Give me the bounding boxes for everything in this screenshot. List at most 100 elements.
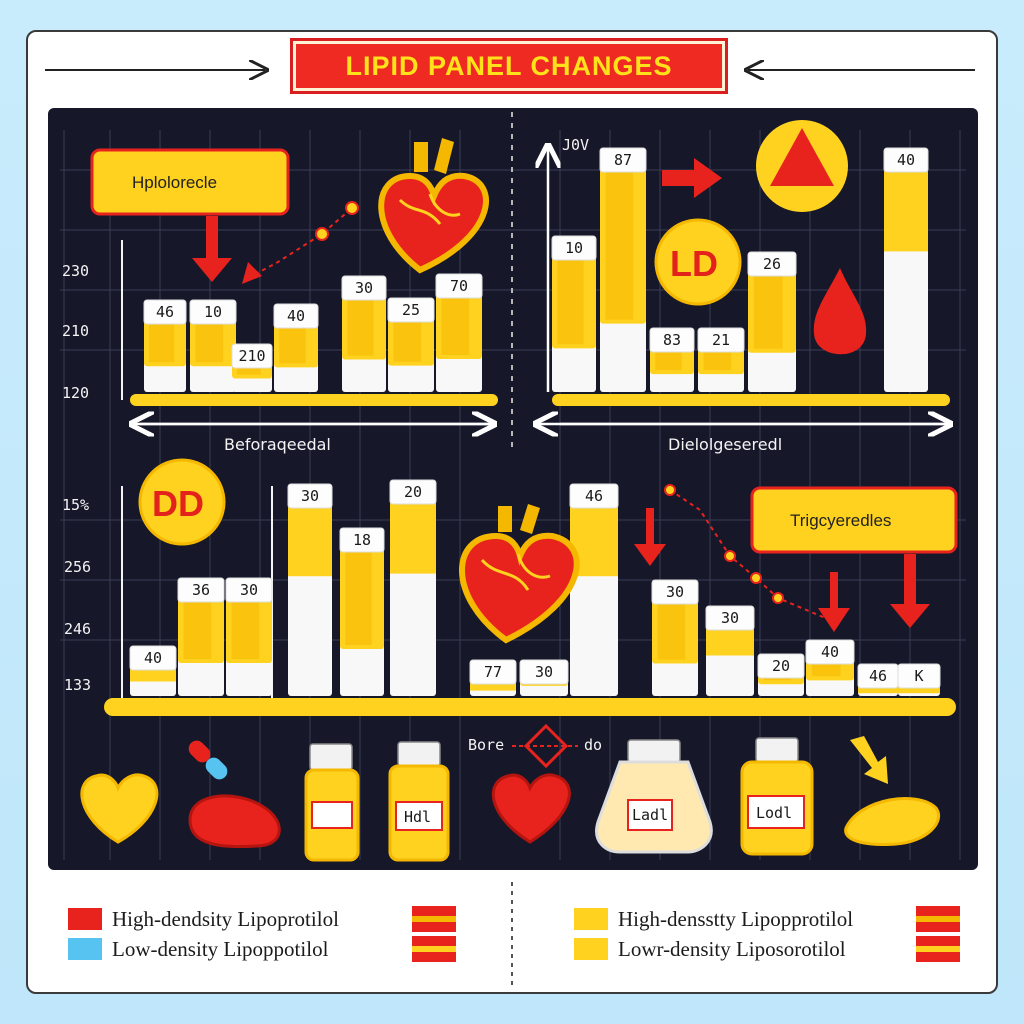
bar-cap — [225, 577, 273, 603]
bar: 20 — [389, 479, 437, 696]
tick-label: 120 — [62, 384, 89, 402]
dd-badge — [138, 458, 226, 546]
bar-cap — [231, 343, 273, 369]
bar: K — [897, 663, 941, 696]
bottle-label: Hdl — [404, 808, 431, 826]
bar-value-label: 40 — [144, 649, 162, 667]
bar-value-label: 83 — [663, 331, 681, 349]
legend-label: High-dendsity Lipoprotilol — [112, 907, 339, 931]
bar: 40 — [273, 303, 319, 392]
medicine-bottle — [304, 743, 360, 862]
heart-icon — [491, 773, 571, 844]
legend-swatch — [574, 908, 608, 930]
bar-value-label: 10 — [565, 239, 583, 257]
liver-icon — [188, 794, 281, 849]
right-arrow-icon — [662, 158, 722, 198]
bar-value-label: 30 — [355, 279, 373, 297]
x-axis-title: Dielolgeseredl — [668, 435, 782, 454]
bar-value-label: 40 — [821, 643, 839, 661]
bar-value-label: 20 — [772, 657, 790, 675]
legend-swatch — [916, 916, 960, 922]
x-axis-title: Beforaqeedal — [224, 435, 331, 454]
bar: 20 — [757, 653, 805, 696]
trend-dot — [772, 592, 784, 604]
legend-swatch — [68, 938, 102, 960]
bar-cap — [697, 327, 745, 353]
callout-label: Trigcyeredles — [790, 511, 891, 530]
down-right-arrow-icon — [850, 736, 888, 784]
bar-cap — [649, 327, 695, 353]
bar: 40 — [805, 639, 855, 696]
bar-value-label: 87 — [614, 151, 632, 169]
bottle-label: Lodl — [756, 804, 792, 822]
bar-value-label: 20 — [404, 483, 422, 501]
baseline-bar — [552, 394, 950, 406]
tick-label: 246 — [64, 620, 91, 638]
icon-row: Hdl Bore do Ladl Lodl — [80, 723, 940, 862]
bar-cap — [747, 251, 797, 277]
bar: 30 — [287, 483, 333, 696]
bar: 83 — [649, 327, 695, 392]
chart-top-left: 230 210 120 46 10 210 40 30 25 70 Beforaqeedal… — [62, 138, 498, 454]
warning-triangle-icon — [770, 128, 834, 186]
bar: 210 — [231, 343, 273, 392]
bar-value-label: 70 — [450, 277, 468, 295]
bar-cap — [435, 273, 483, 299]
down-arrow-icon — [890, 554, 930, 628]
medicine-bottle-hdl: Hdl — [388, 741, 450, 862]
tick-label: 133 — [64, 676, 91, 694]
down-arrow-icon — [192, 216, 232, 282]
heart-icon — [80, 773, 159, 844]
pill-icon — [188, 740, 228, 780]
bar: 40 — [883, 147, 929, 392]
bar-value-label: 40 — [287, 307, 305, 325]
down-arrow-icon — [634, 508, 666, 566]
heart-organ-icon — [459, 504, 580, 644]
legend-swatch — [574, 938, 608, 960]
bar: 30 — [705, 605, 755, 696]
bar: 30 — [225, 577, 273, 696]
page-title: LIPID PANEL CHANGES — [345, 50, 673, 81]
bar-value-label: 30 — [721, 609, 739, 627]
bar-value-label: 46 — [869, 667, 887, 685]
bar: 25 — [387, 297, 435, 392]
bar-cap — [805, 639, 855, 665]
bar-value-label: 46 — [156, 303, 174, 321]
jar-ladl: Ladl — [595, 739, 713, 854]
callout-box — [90, 148, 290, 216]
bar-cap — [389, 479, 437, 505]
bar: 87 — [599, 147, 647, 392]
tick-label: 230 — [62, 262, 89, 280]
bottle-label: Ladl — [632, 806, 668, 824]
bar-cap — [897, 663, 941, 689]
bar-value-label: K — [914, 667, 923, 685]
tick-label: 15% — [62, 496, 89, 514]
bar-cap — [469, 659, 517, 685]
bar: 30 — [651, 579, 699, 696]
bar: 77 — [469, 659, 517, 696]
ld-badge — [654, 218, 742, 306]
up-arrow-icon — [242, 262, 262, 284]
bar-value-label: 18 — [353, 531, 371, 549]
bar-cap — [339, 527, 385, 553]
bar: 36 — [177, 577, 225, 696]
bar-cap — [341, 275, 387, 301]
bar-value-label: 26 — [763, 255, 781, 273]
bar-value-label: 25 — [402, 301, 420, 319]
bar: 21 — [697, 327, 745, 392]
bar-cap — [651, 579, 699, 605]
down-arrow-icon — [818, 572, 850, 632]
ld-badge-label: LD — [670, 243, 718, 284]
bar: 30 — [519, 659, 569, 696]
trend-dot — [315, 227, 329, 241]
trend-line — [247, 207, 353, 279]
bar: 46 — [857, 663, 899, 696]
bar-cap — [551, 235, 597, 261]
tick-label: 256 — [64, 558, 91, 576]
bar: 46 — [143, 299, 187, 392]
legend: High-dendsity Lipoprotilol Low-density L… — [68, 906, 960, 962]
caption-text: Bore — [468, 736, 504, 754]
legend-swatch — [916, 946, 960, 952]
medicine-bottle-lodl: Lodl — [740, 737, 814, 856]
